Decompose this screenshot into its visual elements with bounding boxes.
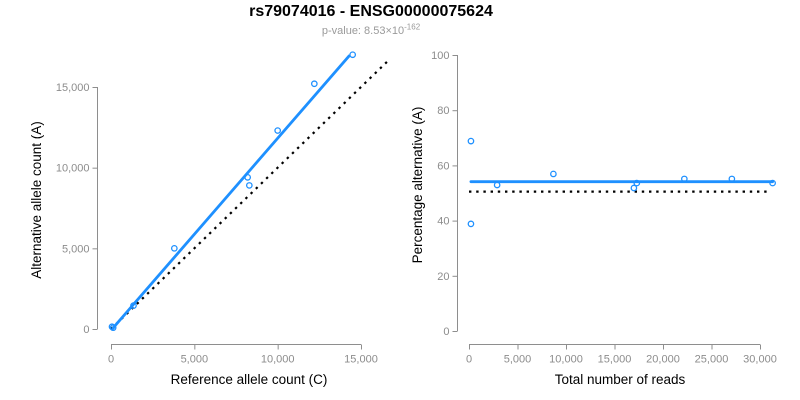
x-tick-label: 25,000 — [695, 354, 729, 366]
data-point — [109, 324, 117, 332]
data-point — [467, 137, 475, 145]
y-axis-title: Percentage alternative (A) — [410, 107, 425, 264]
pvalue-exponent: -162 — [404, 22, 421, 32]
x-axis-title: Reference allele count (C) — [171, 372, 328, 387]
x-tick-label: 15,000 — [344, 354, 378, 366]
data-point — [630, 184, 638, 192]
data-point — [550, 170, 557, 178]
regression-line — [111, 54, 351, 330]
y-tick-label: 10,000 — [56, 163, 90, 175]
x-tick-label: 0 — [108, 354, 114, 366]
data-point — [108, 323, 116, 331]
y-tick-label: 0 — [83, 324, 89, 336]
x-tick-label: 30,000 — [743, 354, 777, 366]
data-point — [130, 302, 137, 309]
y-tick-label: 0 — [443, 326, 449, 338]
x-tick-label: 0 — [466, 354, 472, 366]
data-point — [467, 220, 475, 228]
data-point — [493, 181, 501, 189]
data-point — [349, 51, 357, 59]
x-axis-title: Total number of reads — [555, 372, 686, 387]
plot-1: 0 20 40 60 80 100 0 5,000 10,000 15,000 20,000 25,0… — [410, 50, 777, 387]
identity-line — [110, 61, 388, 330]
y-tick-label: 20 — [437, 271, 449, 283]
data-point — [633, 179, 641, 187]
y-tick-label: 15,000 — [56, 82, 90, 94]
x-tick-label: 10,000 — [549, 354, 583, 366]
data-point — [244, 173, 252, 181]
y-tick-label: 40 — [437, 216, 449, 228]
pvalue-text: p-value: 8.53×10 — [321, 25, 405, 37]
data-point — [170, 244, 178, 252]
figure-subtitle: p-value: 8.53×10-162 — [0, 22, 742, 37]
x-tick-label: 15,000 — [598, 354, 632, 366]
y-axis-title: Alternative allele count (A) — [29, 121, 44, 279]
data-point — [680, 175, 688, 183]
x-tick-label: 10,000 — [261, 354, 295, 366]
y-tick-label: 80 — [437, 105, 449, 117]
x-tick-label: 20,000 — [646, 354, 680, 366]
y-tick-label: 100 — [431, 50, 449, 62]
data-point — [769, 179, 776, 187]
x-tick-label: 5,000 — [504, 354, 532, 366]
data-point — [310, 80, 318, 88]
y-tick-label: 60 — [437, 160, 449, 172]
plot-0: 0 5,000 10,000 15,000 0 5,000 10,000 15,000 Refe… — [29, 51, 388, 387]
y-tick-label: 5,000 — [62, 243, 90, 255]
data-point — [274, 127, 282, 134]
data-point — [728, 175, 736, 183]
x-tick-label: 5,000 — [181, 354, 209, 366]
data-point — [245, 182, 253, 189]
figure-title: rs79074016 - ENSG00000075624 — [249, 3, 493, 20]
